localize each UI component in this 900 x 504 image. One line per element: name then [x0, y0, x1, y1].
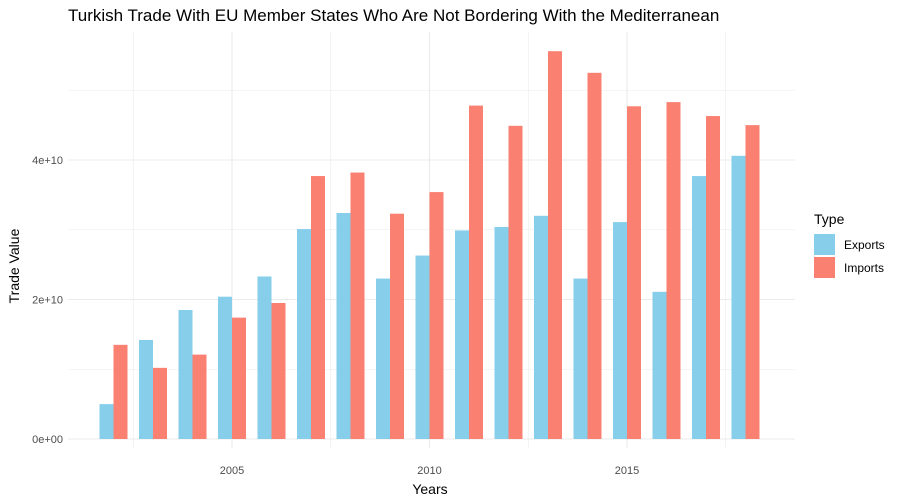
- bar-imports-2004: [192, 354, 207, 439]
- bar-exports-2008: [336, 213, 351, 439]
- bar-imports-2010: [429, 192, 444, 439]
- legend-label-exports: Exports: [844, 237, 885, 252]
- bar-exports-2007: [297, 229, 311, 439]
- bar-exports-2017: [692, 176, 706, 440]
- legend: Type Exports Imports: [814, 211, 885, 279]
- bar-exports-2018: [731, 155, 746, 439]
- bars: [99, 51, 760, 440]
- bar-exports-2012: [494, 226, 509, 439]
- bar-exports-2010: [415, 255, 430, 439]
- x-tick-label: 2015: [615, 465, 639, 477]
- bar-imports-2018: [745, 125, 760, 439]
- bar-imports-2005: [232, 317, 246, 439]
- bar-exports-2009: [376, 278, 390, 439]
- chart-title: Turkish Trade With EU Member States Who …: [68, 6, 720, 25]
- bar-imports-2013: [548, 51, 562, 439]
- bar-exports-2011: [455, 230, 469, 439]
- legend-title: Type: [814, 211, 845, 227]
- bar-exports-2016: [652, 291, 667, 439]
- bar-imports-2011: [469, 105, 483, 439]
- bar-imports-2017: [706, 116, 720, 440]
- x-tick-label: 2010: [417, 465, 441, 477]
- y-tick-label: 2e+10: [32, 295, 63, 307]
- legend-label-imports: Imports: [844, 260, 885, 275]
- bar-imports-2016: [666, 102, 681, 440]
- y-tick-label: 4e+10: [32, 155, 63, 167]
- bar-imports-2015: [627, 106, 641, 439]
- legend-key-exports: [814, 234, 835, 255]
- bar-exports-2003: [139, 339, 153, 439]
- bar-exports-2013: [534, 215, 548, 439]
- bar-imports-2014: [587, 72, 602, 439]
- bar-imports-2002: [113, 344, 128, 439]
- bar-imports-2007: [311, 176, 325, 440]
- y-tick-labels: 0e+00 2e+10 4e+10: [32, 155, 63, 446]
- bar-exports-2004: [178, 309, 193, 439]
- bar-imports-2012: [508, 125, 523, 439]
- legend-item-exports: Exports: [814, 233, 885, 256]
- bar-exports-2015: [613, 222, 627, 439]
- bar-imports-2008: [350, 172, 365, 439]
- bar-exports-2005: [218, 296, 232, 439]
- legend-key-imports: [814, 257, 835, 278]
- y-axis-label: Trade Value: [6, 228, 22, 303]
- x-tick-labels: 2005 2010 2015: [220, 465, 639, 477]
- bar-exports-2006: [257, 276, 272, 439]
- bar-imports-2003: [153, 367, 167, 439]
- x-tick-label: 2005: [220, 465, 244, 477]
- bar-imports-2006: [271, 302, 286, 439]
- y-tick-label: 0e+00: [32, 434, 63, 446]
- bar-exports-2014: [573, 278, 588, 439]
- bar-imports-2009: [390, 213, 404, 439]
- bar-exports-2002: [99, 404, 114, 439]
- legend-item-imports: Imports: [814, 256, 885, 279]
- x-axis-label: Years: [412, 481, 447, 497]
